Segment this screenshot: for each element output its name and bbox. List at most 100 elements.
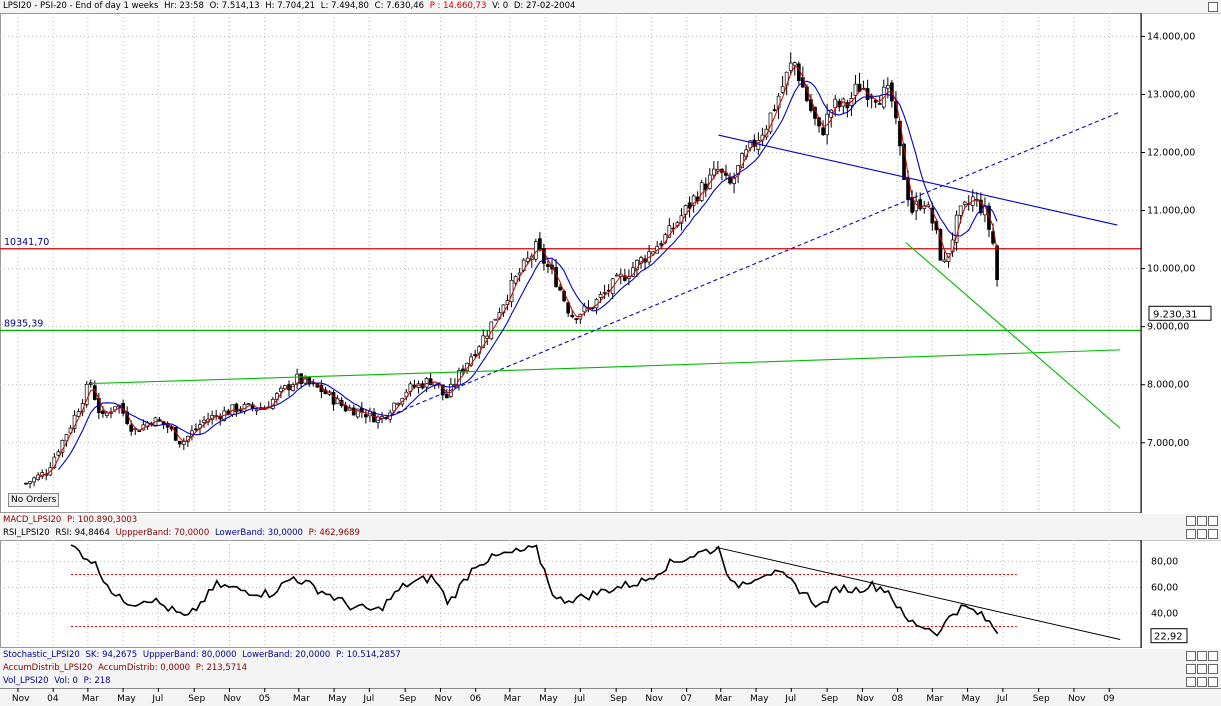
x-tick-label: Sep: [821, 694, 838, 704]
restore-icon[interactable]: [1186, 529, 1196, 539]
rsi-window-controls[interactable]: [1186, 529, 1218, 539]
candle-body: [24, 482, 28, 485]
macd-title: MACD_LPSI20: [3, 515, 62, 525]
header-low: L: 7.494,80: [320, 1, 369, 11]
candle-body: [687, 202, 692, 209]
rsi-y-tick-label: 40,00: [1151, 609, 1178, 620]
header-date: D: 27-02-2004: [513, 1, 576, 11]
restore-icon[interactable]: [1186, 651, 1196, 661]
candle-body: [270, 399, 275, 409]
candle-body: [84, 383, 89, 405]
rsi-title: RSI_LPSI20: [3, 528, 50, 538]
restore-icon[interactable]: [1186, 664, 1196, 674]
candle-body: [72, 414, 77, 429]
maximize-icon[interactable]: [1197, 677, 1207, 687]
candle-body: [525, 257, 530, 262]
price-chart[interactable]: 14.000,00 13.000,00 12.000,00 11.000,00 10.0…: [0, 13, 1221, 513]
trend-line: [377, 111, 1121, 422]
maximize-icon[interactable]: [1197, 651, 1207, 661]
macd-p: P: 100.890,3003: [67, 515, 138, 525]
x-tick-label: 06: [470, 694, 482, 704]
x-tick-label: May: [962, 694, 981, 704]
x-tick-label: Jul: [573, 694, 585, 704]
minimize-icon[interactable]: [1208, 2, 1218, 12]
close-icon[interactable]: [1208, 651, 1218, 661]
rsi-chart[interactable]: 80,00 60,00 40,00 22,92: [0, 540, 1221, 648]
trend-line: [480, 349, 1121, 372]
vol-title: Vol_LPSI20: [3, 676, 49, 686]
candle-body: [570, 314, 575, 318]
x-tick-label: May: [328, 694, 347, 704]
restore-icon[interactable]: [1186, 516, 1196, 526]
rsi-value: RSI: 94,8464: [55, 528, 110, 538]
no-orders-button[interactable]: No Orders: [8, 493, 60, 507]
header-close: C: 7.630,46: [374, 1, 425, 11]
stoch-panel-header: Stochastic_LPSI20 SK: 94,2675 UppperBand…: [0, 649, 1221, 663]
candle-body: [732, 177, 736, 185]
candle-body: [885, 85, 890, 89]
x-tick-label: Nov: [645, 694, 663, 704]
candle-body: [56, 451, 61, 456]
maximize-icon[interactable]: [1197, 664, 1207, 674]
rsi-last-value-box: [1150, 628, 1188, 644]
candle-body: [833, 98, 838, 109]
candle-body: [542, 248, 546, 264]
close-icon[interactable]: [1208, 664, 1218, 674]
rsi-y-tick-label: 80,00: [1151, 557, 1178, 568]
x-tick-label: Jul: [151, 694, 163, 704]
close-icon[interactable]: [1208, 516, 1218, 526]
stoch-title: Stochastic_LPSI20: [3, 650, 80, 660]
candle-body: [772, 109, 777, 111]
x-tick-label: Mar: [504, 694, 521, 704]
x-tick-label: Nov: [434, 694, 452, 704]
candle-body: [299, 373, 303, 384]
close-icon[interactable]: [1208, 529, 1218, 539]
candle-body: [481, 335, 486, 348]
y-tick-label: 13.000,00: [1147, 89, 1195, 100]
header-p: P : 14.660,73: [429, 1, 487, 11]
candle-body: [558, 286, 562, 291]
candle-body: [691, 195, 696, 206]
candle-body: [246, 403, 251, 405]
header-window-controls[interactable]: [1208, 2, 1218, 12]
candle-body: [958, 205, 963, 216]
plot-area: [0, 13, 1142, 513]
x-tick-label: Jul: [784, 694, 796, 704]
x-tick-label: May: [117, 694, 136, 704]
y-tick-label: 11.000,00: [1147, 206, 1195, 217]
y-tick-label: 10.000,00: [1147, 264, 1195, 275]
candle-body: [610, 278, 615, 295]
candle-body: [489, 321, 494, 340]
accum-window-controls[interactable]: [1186, 664, 1218, 674]
candle-body: [639, 257, 643, 264]
macd-window-controls[interactable]: [1186, 516, 1218, 526]
rsi-y-tick-label: 60,00: [1151, 583, 1178, 594]
stoch-window-controls[interactable]: [1186, 651, 1218, 661]
restore-icon[interactable]: [1186, 677, 1196, 687]
candle-body: [788, 62, 793, 71]
maximize-icon[interactable]: [1197, 516, 1207, 526]
candle-body: [331, 392, 336, 405]
candle-body: [930, 207, 935, 224]
candle-body: [513, 276, 518, 284]
candle-body: [598, 294, 603, 298]
candle-body: [52, 456, 57, 468]
x-tick-label: Nov: [1068, 694, 1086, 704]
candle-body: [101, 410, 105, 414]
x-tick-label: 04: [47, 694, 59, 704]
candle-body: [995, 245, 999, 280]
x-tick-label: 08: [892, 694, 904, 704]
candle-body: [902, 143, 906, 180]
candle-body: [711, 168, 716, 176]
maximize-icon[interactable]: [1197, 529, 1207, 539]
level-label: 10341,70: [4, 237, 49, 248]
vol-window-controls[interactable]: [1186, 677, 1218, 687]
y-tick-label: 14.000,00: [1147, 31, 1195, 42]
trend-line: [90, 370, 481, 385]
rsi-line: [70, 544, 999, 637]
candle-body: [404, 391, 409, 398]
close-icon[interactable]: [1208, 677, 1218, 687]
candle-body: [707, 174, 712, 189]
slow-moving-average-line: [57, 80, 998, 471]
candle-body: [355, 408, 360, 418]
